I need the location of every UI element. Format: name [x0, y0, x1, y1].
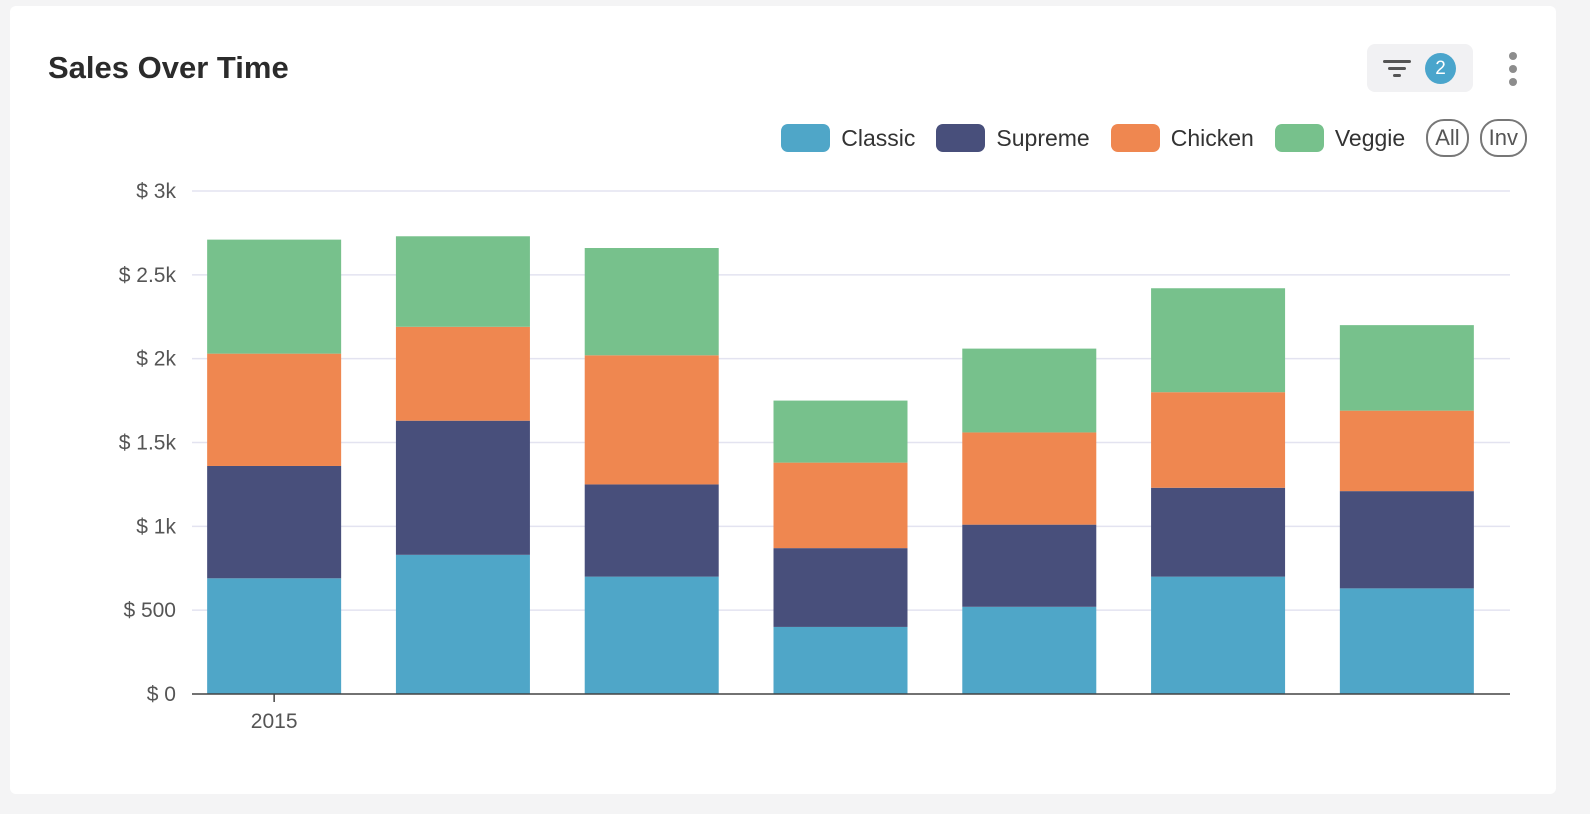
- bar-segment-chicken[interactable]: [395, 326, 530, 421]
- bar-segment-classic[interactable]: [207, 578, 342, 694]
- legend-item-classic[interactable]: Classic: [781, 124, 915, 152]
- bar-segment-veggie[interactable]: [962, 348, 1097, 433]
- bar-segment-supreme[interactable]: [1339, 491, 1474, 589]
- y-tick-label: $ 3k: [136, 180, 176, 203]
- legend-item-supreme[interactable]: Supreme: [936, 124, 1090, 152]
- bar-segment-classic[interactable]: [773, 626, 908, 694]
- legend-swatch: [781, 124, 831, 152]
- chart-title: Sales Over Time: [48, 50, 289, 85]
- y-tick-label: $ 1.5k: [119, 432, 177, 455]
- x-tick-label: 2015: [251, 710, 298, 733]
- legend-swatch: [936, 124, 986, 152]
- bar-segment-supreme[interactable]: [395, 420, 530, 555]
- bar-segment-classic[interactable]: [1151, 576, 1286, 694]
- bar-segment-veggie[interactable]: [1151, 288, 1286, 393]
- filter-button[interactable]: 2: [1367, 44, 1473, 92]
- legend-label: Classic: [841, 124, 916, 151]
- bar-segment-veggie[interactable]: [584, 248, 719, 356]
- bar-segment-classic[interactable]: [584, 576, 719, 694]
- y-tick-label: $ 2.5k: [119, 264, 177, 287]
- legend-label: Chicken: [1170, 124, 1254, 151]
- legend-item-chicken[interactable]: Chicken: [1110, 124, 1254, 152]
- filter-count-badge: 2: [1425, 53, 1456, 84]
- bar-segment-chicken[interactable]: [1339, 410, 1474, 492]
- bar-segment-veggie[interactable]: [1339, 325, 1474, 411]
- y-tick-label: $ 500: [123, 599, 176, 622]
- bar-segment-supreme[interactable]: [207, 465, 342, 579]
- bar-segment-chicken[interactable]: [1151, 392, 1286, 488]
- bar-segment-supreme[interactable]: [584, 484, 719, 577]
- bar-segment-veggie[interactable]: [207, 239, 342, 354]
- bar-segment-classic[interactable]: [1339, 588, 1474, 694]
- bar-segment-supreme[interactable]: [962, 524, 1097, 607]
- bar-segment-chicken[interactable]: [584, 355, 719, 485]
- y-tick-label: $ 1k: [136, 515, 176, 538]
- more-options-button[interactable]: [1500, 50, 1526, 90]
- bar-segment-classic[interactable]: [962, 606, 1097, 694]
- bar-segment-veggie[interactable]: [395, 236, 530, 327]
- legend-swatch: [1274, 124, 1324, 152]
- y-tick-label: $ 2k: [136, 348, 176, 371]
- y-tick-label: $ 0: [147, 683, 176, 706]
- chart-legend: Classic Supreme Chicken Veggie All Inv: [781, 119, 1527, 157]
- bar-segment-chicken[interactable]: [207, 353, 342, 466]
- legend-select-all-button[interactable]: All: [1426, 119, 1469, 157]
- legend-label: Veggie: [1334, 124, 1406, 151]
- bar-segment-supreme[interactable]: [1151, 487, 1286, 577]
- bar-segment-classic[interactable]: [395, 554, 530, 694]
- bar-segment-chicken[interactable]: [962, 432, 1097, 525]
- bar-segment-veggie[interactable]: [773, 400, 908, 463]
- bar-segment-supreme[interactable]: [773, 548, 908, 627]
- legend-swatch: [1110, 124, 1160, 152]
- more-vertical-icon: [1509, 52, 1517, 60]
- filter-icon: [1383, 60, 1411, 77]
- bar-segment-chicken[interactable]: [773, 462, 908, 549]
- legend-invert-button[interactable]: Inv: [1479, 119, 1527, 157]
- legend-label: Supreme: [996, 124, 1090, 151]
- legend-item-veggie[interactable]: Veggie: [1274, 124, 1406, 152]
